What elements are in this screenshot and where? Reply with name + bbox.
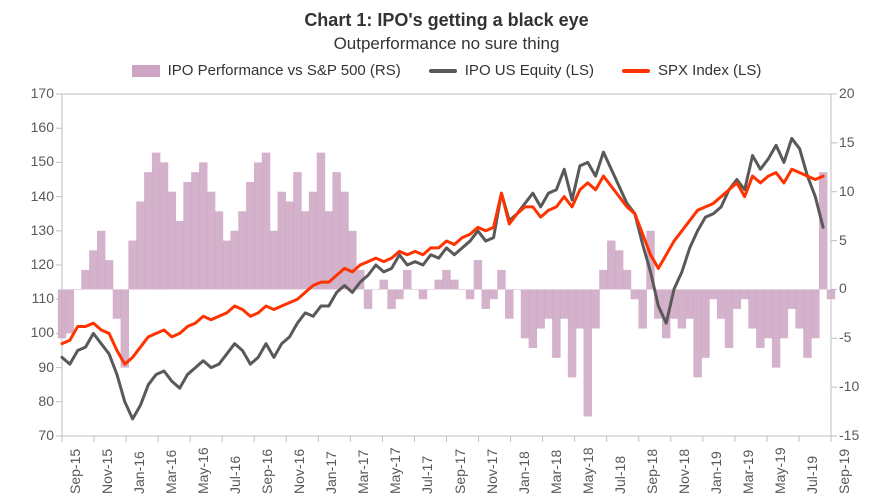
x-tick: May-18 <box>580 447 596 494</box>
y-left-tick: 100 <box>22 324 54 340</box>
y-right-tick: 20 <box>839 85 855 101</box>
x-tick: Jul-18 <box>612 456 628 494</box>
y-left-tick: 110 <box>22 290 54 306</box>
x-tick: Sep-16 <box>259 449 275 494</box>
y-right-tick: 5 <box>839 232 847 248</box>
x-tick: May-16 <box>195 447 211 494</box>
x-tick: Jan-19 <box>708 451 724 494</box>
x-tick: Mar-17 <box>355 450 371 494</box>
x-tick: Sep-17 <box>452 449 468 494</box>
y-left-tick: 90 <box>22 359 54 375</box>
y-right-tick: -15 <box>839 427 859 443</box>
chart-container: Chart 1: IPO's getting a black eye Outpe… <box>0 0 893 504</box>
x-tick: Sep-15 <box>67 449 83 494</box>
y-right-tick: -10 <box>839 378 859 394</box>
x-tick: May-19 <box>772 447 788 494</box>
x-tick: Nov-16 <box>291 449 307 494</box>
legend-item: SPX Index (LS) <box>622 62 761 79</box>
chart-title: Chart 1: IPO's getting a black eye <box>0 10 893 31</box>
chart-svg <box>62 94 831 436</box>
x-tick: Mar-16 <box>163 450 179 494</box>
chart-legend: IPO Performance vs S&P 500 (RS) IPO US Eq… <box>0 62 893 79</box>
y-right-tick: 10 <box>839 183 855 199</box>
x-tick: Jul-19 <box>804 456 820 494</box>
x-tick: Nov-15 <box>99 449 115 494</box>
x-tick: Jan-18 <box>516 451 532 494</box>
y-left-tick: 130 <box>22 222 54 238</box>
y-left-tick: 80 <box>22 393 54 409</box>
x-tick: Jan-16 <box>131 451 147 494</box>
x-tick: Sep-18 <box>644 449 660 494</box>
legend-item: IPO Performance vs S&P 500 (RS) <box>132 62 401 79</box>
y-left-tick: 120 <box>22 256 54 272</box>
x-tick: Nov-17 <box>484 449 500 494</box>
legend-swatch <box>429 69 457 73</box>
legend-label: IPO Performance vs S&P 500 (RS) <box>168 62 401 79</box>
y-left-tick: 170 <box>22 85 54 101</box>
x-tick: Jul-17 <box>419 456 435 494</box>
x-tick: Mar-18 <box>548 450 564 494</box>
area-series <box>58 153 835 417</box>
y-left-tick: 160 <box>22 119 54 135</box>
x-tick: May-17 <box>387 447 403 494</box>
legend-label: SPX Index (LS) <box>658 62 761 79</box>
legend-item: IPO US Equity (LS) <box>429 62 594 79</box>
x-tick: Jan-17 <box>323 451 339 494</box>
legend-swatch <box>622 69 650 73</box>
y-right-tick: 0 <box>839 280 847 296</box>
y-right-tick: -5 <box>839 329 851 345</box>
y-left-tick: 140 <box>22 188 54 204</box>
x-tick: Jul-16 <box>227 456 243 494</box>
legend-label: IPO US Equity (LS) <box>465 62 594 79</box>
x-tick: Sep-19 <box>836 449 852 494</box>
x-tick: Nov-18 <box>676 449 692 494</box>
plot-area: 708090100110120130140150160170-15-10-505… <box>62 94 831 436</box>
y-left-tick: 70 <box>22 427 54 443</box>
y-left-tick: 150 <box>22 153 54 169</box>
x-tick: Mar-19 <box>740 450 756 494</box>
legend-swatch <box>132 65 160 77</box>
chart-subtitle: Outperformance no sure thing <box>0 34 893 54</box>
y-right-tick: 15 <box>839 134 855 150</box>
